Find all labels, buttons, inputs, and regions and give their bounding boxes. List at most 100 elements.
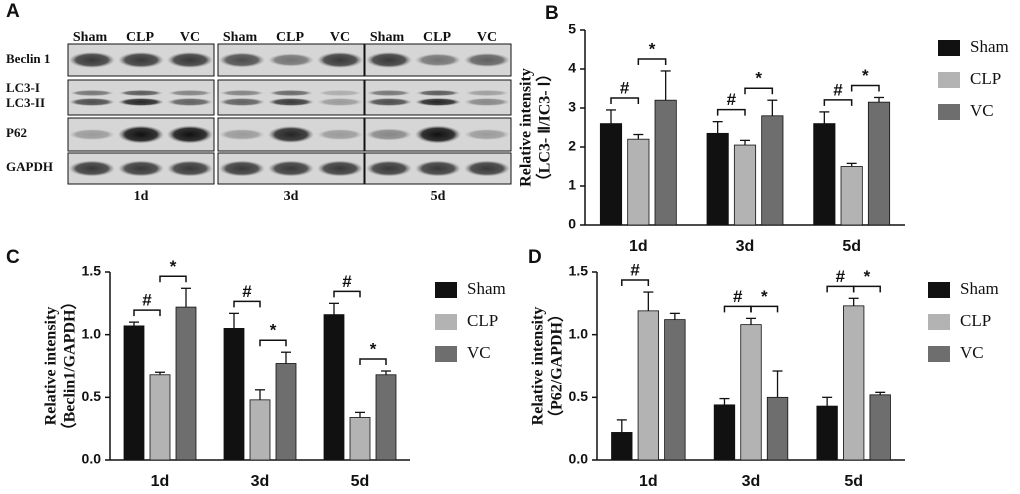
x-tick-label: 3d bbox=[742, 473, 761, 490]
bar bbox=[706, 132, 729, 226]
y-tick-label: 0.5 bbox=[82, 388, 102, 404]
y-axis-title: Relative intensity bbox=[530, 307, 547, 426]
band bbox=[219, 129, 265, 140]
row-label: GAPDH bbox=[6, 159, 53, 174]
bar bbox=[761, 115, 784, 226]
y-tick-label: 0.5 bbox=[569, 388, 589, 404]
significance-mark: * bbox=[649, 39, 656, 58]
significance-mark: # bbox=[727, 90, 737, 109]
legend-swatch bbox=[928, 282, 950, 298]
bar bbox=[869, 394, 891, 461]
bar bbox=[275, 363, 297, 461]
band bbox=[219, 98, 265, 106]
y-tick-label: 1.5 bbox=[569, 263, 589, 279]
bar bbox=[867, 101, 891, 226]
legend-label: VC bbox=[960, 343, 984, 362]
band bbox=[464, 160, 510, 177]
significance-mark: * bbox=[370, 339, 377, 358]
lane-label: VC bbox=[180, 30, 200, 45]
band bbox=[415, 53, 461, 67]
significance-bracket bbox=[716, 108, 746, 116]
bar bbox=[375, 374, 397, 461]
legend-swatch bbox=[928, 314, 950, 330]
chart: B Relative intensity （LC3- Ⅱ/IC3- Ⅰ） 0 1 2 3 4 5… bbox=[518, 3, 1009, 255]
x-tick-label: 1d bbox=[639, 473, 658, 490]
legend-label: VC bbox=[970, 101, 994, 120]
legend-label: CLP bbox=[960, 311, 991, 330]
x-tick-label: 3d bbox=[736, 238, 755, 255]
band bbox=[269, 90, 313, 96]
band bbox=[220, 90, 264, 96]
day-label: 1d bbox=[134, 189, 149, 204]
panel-label: D bbox=[528, 247, 542, 268]
day-label: 3d bbox=[284, 189, 299, 204]
lane-label: CLP bbox=[276, 30, 304, 45]
bar bbox=[637, 310, 659, 461]
significance-mark: * bbox=[755, 69, 762, 88]
x-tick-label: 1d bbox=[629, 238, 648, 255]
bar bbox=[149, 374, 171, 461]
band bbox=[167, 52, 213, 68]
band bbox=[118, 52, 164, 68]
x-tick-label: 1d bbox=[151, 473, 170, 490]
lane-label: Sham bbox=[370, 30, 405, 45]
y-tick-label: 0.0 bbox=[82, 451, 102, 467]
significance-bracket bbox=[259, 339, 287, 347]
significance-mark: # bbox=[242, 282, 252, 301]
legend-label: Sham bbox=[970, 37, 1009, 56]
y-axis-title: （P62/GAPDH） bbox=[548, 306, 566, 426]
row-label: LC3-I bbox=[6, 80, 40, 95]
legend-label: CLP bbox=[970, 69, 1001, 88]
band bbox=[268, 98, 314, 106]
significance-mark: * bbox=[270, 321, 277, 340]
band bbox=[69, 98, 115, 106]
lane-label: Sham bbox=[73, 30, 108, 45]
bar bbox=[713, 404, 736, 461]
significance-bracket bbox=[750, 305, 779, 313]
band bbox=[167, 160, 213, 177]
bar bbox=[816, 405, 838, 461]
significance-mark: # bbox=[630, 261, 640, 280]
band bbox=[118, 98, 164, 106]
significance-mark: # bbox=[836, 267, 846, 286]
significance-bracket bbox=[852, 285, 881, 293]
band bbox=[464, 98, 510, 106]
bar bbox=[733, 144, 757, 226]
blot-box bbox=[364, 79, 512, 116]
blot-box bbox=[217, 79, 365, 116]
lane-label: CLP bbox=[126, 30, 154, 45]
band bbox=[318, 90, 362, 96]
band bbox=[268, 53, 314, 67]
significance-bracket bbox=[744, 87, 774, 95]
y-axis-title: Relative intensity bbox=[43, 307, 60, 426]
significance-bracket bbox=[823, 99, 853, 106]
row-label: P62 bbox=[6, 125, 27, 140]
significance-bracket bbox=[610, 97, 640, 104]
significance-mark: * bbox=[170, 257, 177, 276]
bar bbox=[175, 306, 197, 461]
row-label: LC3-II bbox=[6, 95, 45, 110]
significance-bracket bbox=[850, 84, 880, 92]
y-tick-label: 1.0 bbox=[569, 325, 589, 341]
legend-label: CLP bbox=[467, 311, 498, 330]
bar bbox=[249, 399, 271, 461]
band bbox=[317, 129, 363, 140]
band bbox=[119, 90, 163, 96]
band bbox=[415, 125, 461, 144]
x-tick-label: 5d bbox=[351, 473, 370, 490]
lane-label: CLP bbox=[423, 30, 451, 45]
band bbox=[69, 52, 115, 68]
legend-label: Sham bbox=[960, 279, 999, 298]
band bbox=[317, 52, 363, 68]
band bbox=[416, 90, 460, 96]
legend-swatch bbox=[435, 346, 457, 362]
band bbox=[366, 128, 412, 141]
significance-bracket bbox=[723, 305, 752, 313]
band bbox=[69, 129, 115, 140]
legend-swatch bbox=[938, 104, 960, 120]
legend-swatch bbox=[938, 72, 960, 88]
band bbox=[268, 126, 314, 143]
significance-bracket bbox=[359, 358, 387, 366]
legend-swatch bbox=[938, 40, 960, 56]
